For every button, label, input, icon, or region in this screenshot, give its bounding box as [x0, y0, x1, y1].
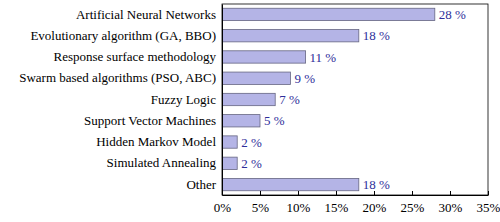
data-label: 2 %	[241, 135, 262, 150]
x-tick: 15%	[325, 191, 349, 215]
bar	[222, 51, 306, 63]
bar	[222, 178, 359, 190]
x-tick-label: 35%	[477, 200, 500, 215]
x-tick-mark	[298, 191, 299, 195]
y-tick: Evolutionary algorithm (GA, BBO)	[30, 28, 222, 43]
data-label: 18 %	[363, 177, 390, 192]
data-label: 5 %	[264, 113, 285, 128]
x-tick-label: 10%	[287, 200, 311, 215]
bar	[222, 72, 290, 84]
y-axis-line	[222, 5, 223, 196]
y-tick-label: Swarm based algorithms (PSO, ABC)	[19, 70, 216, 85]
bar	[222, 30, 359, 42]
x-tick-label: 25%	[401, 200, 425, 215]
y-tick-label: Simulated Annealing	[107, 155, 217, 170]
y-tick: Swarm based algorithms (PSO, ABC)	[19, 70, 222, 85]
y-tick: Fuzzy Logic	[151, 92, 222, 107]
y-tick-label: Support Vector Machines	[84, 113, 216, 128]
x-tick-label: 5%	[252, 200, 270, 215]
x-tick-mark	[450, 191, 451, 195]
bar	[222, 8, 435, 20]
data-label: 9 %	[294, 71, 315, 86]
x-axis-line	[223, 195, 489, 196]
x-tick-mark	[336, 191, 337, 195]
bar	[222, 93, 275, 105]
data-label: 28 %	[439, 7, 466, 22]
bar	[222, 136, 237, 148]
x-tick-mark	[374, 191, 375, 195]
data-label: 11 %	[310, 50, 337, 65]
bars	[222, 8, 435, 190]
y-tick-label: Response surface methodology	[54, 49, 217, 64]
data-label: 18 %	[363, 28, 390, 43]
y-tick-label: Other	[186, 177, 216, 192]
x-tick-label: 15%	[325, 200, 349, 215]
y-tick-label: Fuzzy Logic	[151, 92, 217, 107]
chart: 28 %18 %11 %9 %7 %5 %2 %2 %18 %0%5%10%15…	[0, 0, 500, 222]
y-tick-label: Hidden Markov Model	[96, 134, 216, 149]
y-tick: Artificial Neural Networks	[76, 7, 222, 22]
x-tick: 5%	[252, 191, 270, 215]
data-label: 2 %	[241, 156, 262, 171]
y-tick: Other	[186, 177, 222, 192]
y-tick: Response surface methodology	[54, 49, 222, 64]
y-axis: Artificial Neural Networks Evolutionary a…	[19, 5, 222, 196]
bar	[222, 157, 237, 169]
data-labels: 28 %18 %11 %9 %7 %5 %2 %2 %18 %	[241, 7, 466, 192]
x-tick-label: 30%	[439, 200, 463, 215]
x-tick: 20%	[363, 191, 387, 215]
x-tick: 30%	[439, 191, 463, 215]
y-tick: Hidden Markov Model	[96, 134, 222, 149]
x-axis: 0% 5% 10% 15% 20% 25% 30% 35%	[214, 191, 500, 215]
data-label: 7 %	[279, 92, 300, 107]
x-tick: 35%	[477, 191, 500, 215]
y-tick-label: Evolutionary algorithm (GA, BBO)	[30, 28, 216, 43]
x-tick: 25%	[401, 191, 425, 215]
y-tick: Support Vector Machines	[84, 113, 222, 128]
x-tick-label: 20%	[363, 200, 387, 215]
plot-frame	[222, 4, 488, 195]
plot: 28 %18 %11 %9 %7 %5 %2 %2 %18 %0%5%10%15…	[19, 4, 500, 215]
bar	[222, 115, 260, 127]
x-tick-mark	[488, 191, 489, 195]
y-tick-label: Artificial Neural Networks	[76, 7, 216, 22]
x-tick: 10%	[287, 191, 311, 215]
x-tick-mark	[260, 191, 261, 195]
y-tick: Simulated Annealing	[107, 155, 222, 170]
x-tick-mark	[412, 191, 413, 195]
x-tick-label: 0%	[214, 200, 232, 215]
